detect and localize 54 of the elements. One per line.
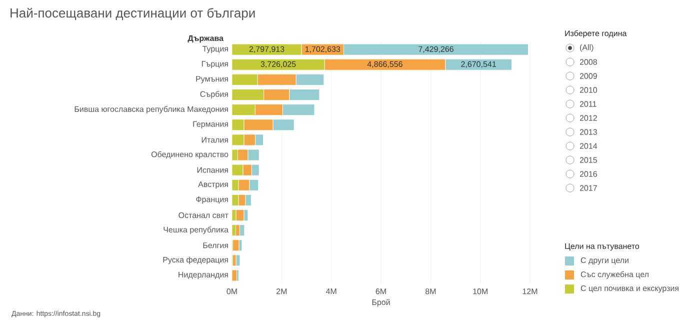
legend-label: Със служебна цел [580, 271, 648, 279]
x-tick-label: 4M [326, 288, 336, 294]
bar [236, 210, 244, 221]
y-tick-label: Останал свят [178, 212, 228, 218]
bar [232, 224, 236, 236]
data-label: 3,726,025 [260, 61, 296, 68]
y-tick-label: Турция [202, 46, 228, 54]
y-tick-label: Румъния [196, 76, 228, 84]
text: 2011 [580, 101, 596, 107]
data-label: 2,670,541 [461, 61, 496, 68]
bar [232, 240, 240, 252]
data-label: 4,866,556 [367, 61, 402, 68]
y-tick-label: Германия [193, 121, 228, 128]
text: 2009 [580, 73, 597, 79]
y-tick-label: Белгия [203, 242, 228, 248]
x-tick-label: 6M [376, 288, 386, 294]
y-tick-label: Австрия [198, 182, 228, 189]
text: 2008 [580, 59, 597, 65]
y-tick-label: Италия [202, 137, 228, 143]
text: 2014 [580, 143, 598, 149]
text: 2013 [580, 129, 597, 135]
text: (All) [580, 44, 594, 52]
x-axis-title: Брой [372, 299, 390, 307]
x-tick-label: 8M [425, 288, 436, 294]
text: 2015 [580, 157, 597, 163]
bar [232, 270, 237, 282]
legend-label: С други цели [580, 257, 628, 265]
data-label: 2,797,913 [249, 46, 284, 53]
y-tick-label: Сърбия [200, 90, 228, 98]
text: Изберете година [565, 30, 627, 38]
y-tick-label: Франция [196, 196, 228, 204]
legend-label: С цел почивка и екскурзия [580, 285, 678, 293]
legend-title: Цели на пътуването [565, 243, 640, 251]
y-tick-label: Испания [197, 167, 228, 173]
y-tick-label: Чешка република [164, 226, 228, 234]
y-tick-label: Бивша югославска република Македония [74, 106, 228, 114]
text: 2017 [580, 185, 597, 191]
data-label: 1,702,633 [305, 46, 340, 53]
text: 2016 [580, 171, 597, 177]
x-tick-label: 12M [522, 288, 538, 294]
data-label: 7,429,266 [418, 46, 454, 53]
x-tick-label: 2M [276, 288, 287, 294]
text: 2010 [580, 87, 598, 93]
chart-title: Най-посещавани дестинации от българи [10, 8, 255, 20]
y-tick-label: Руска федерация [163, 256, 228, 264]
bar [236, 254, 240, 266]
x-tick-label: 10M [473, 288, 488, 294]
bar [232, 254, 236, 266]
y-axis-title: Държава [188, 35, 224, 43]
y-tick-label: Обединено кралство [151, 151, 228, 159]
y-tick-label: Нидерландия [178, 272, 228, 280]
y-tick-label: Гърция [202, 61, 228, 68]
x-tick-label: 0M [226, 288, 237, 294]
text: 2012 [580, 115, 597, 121]
